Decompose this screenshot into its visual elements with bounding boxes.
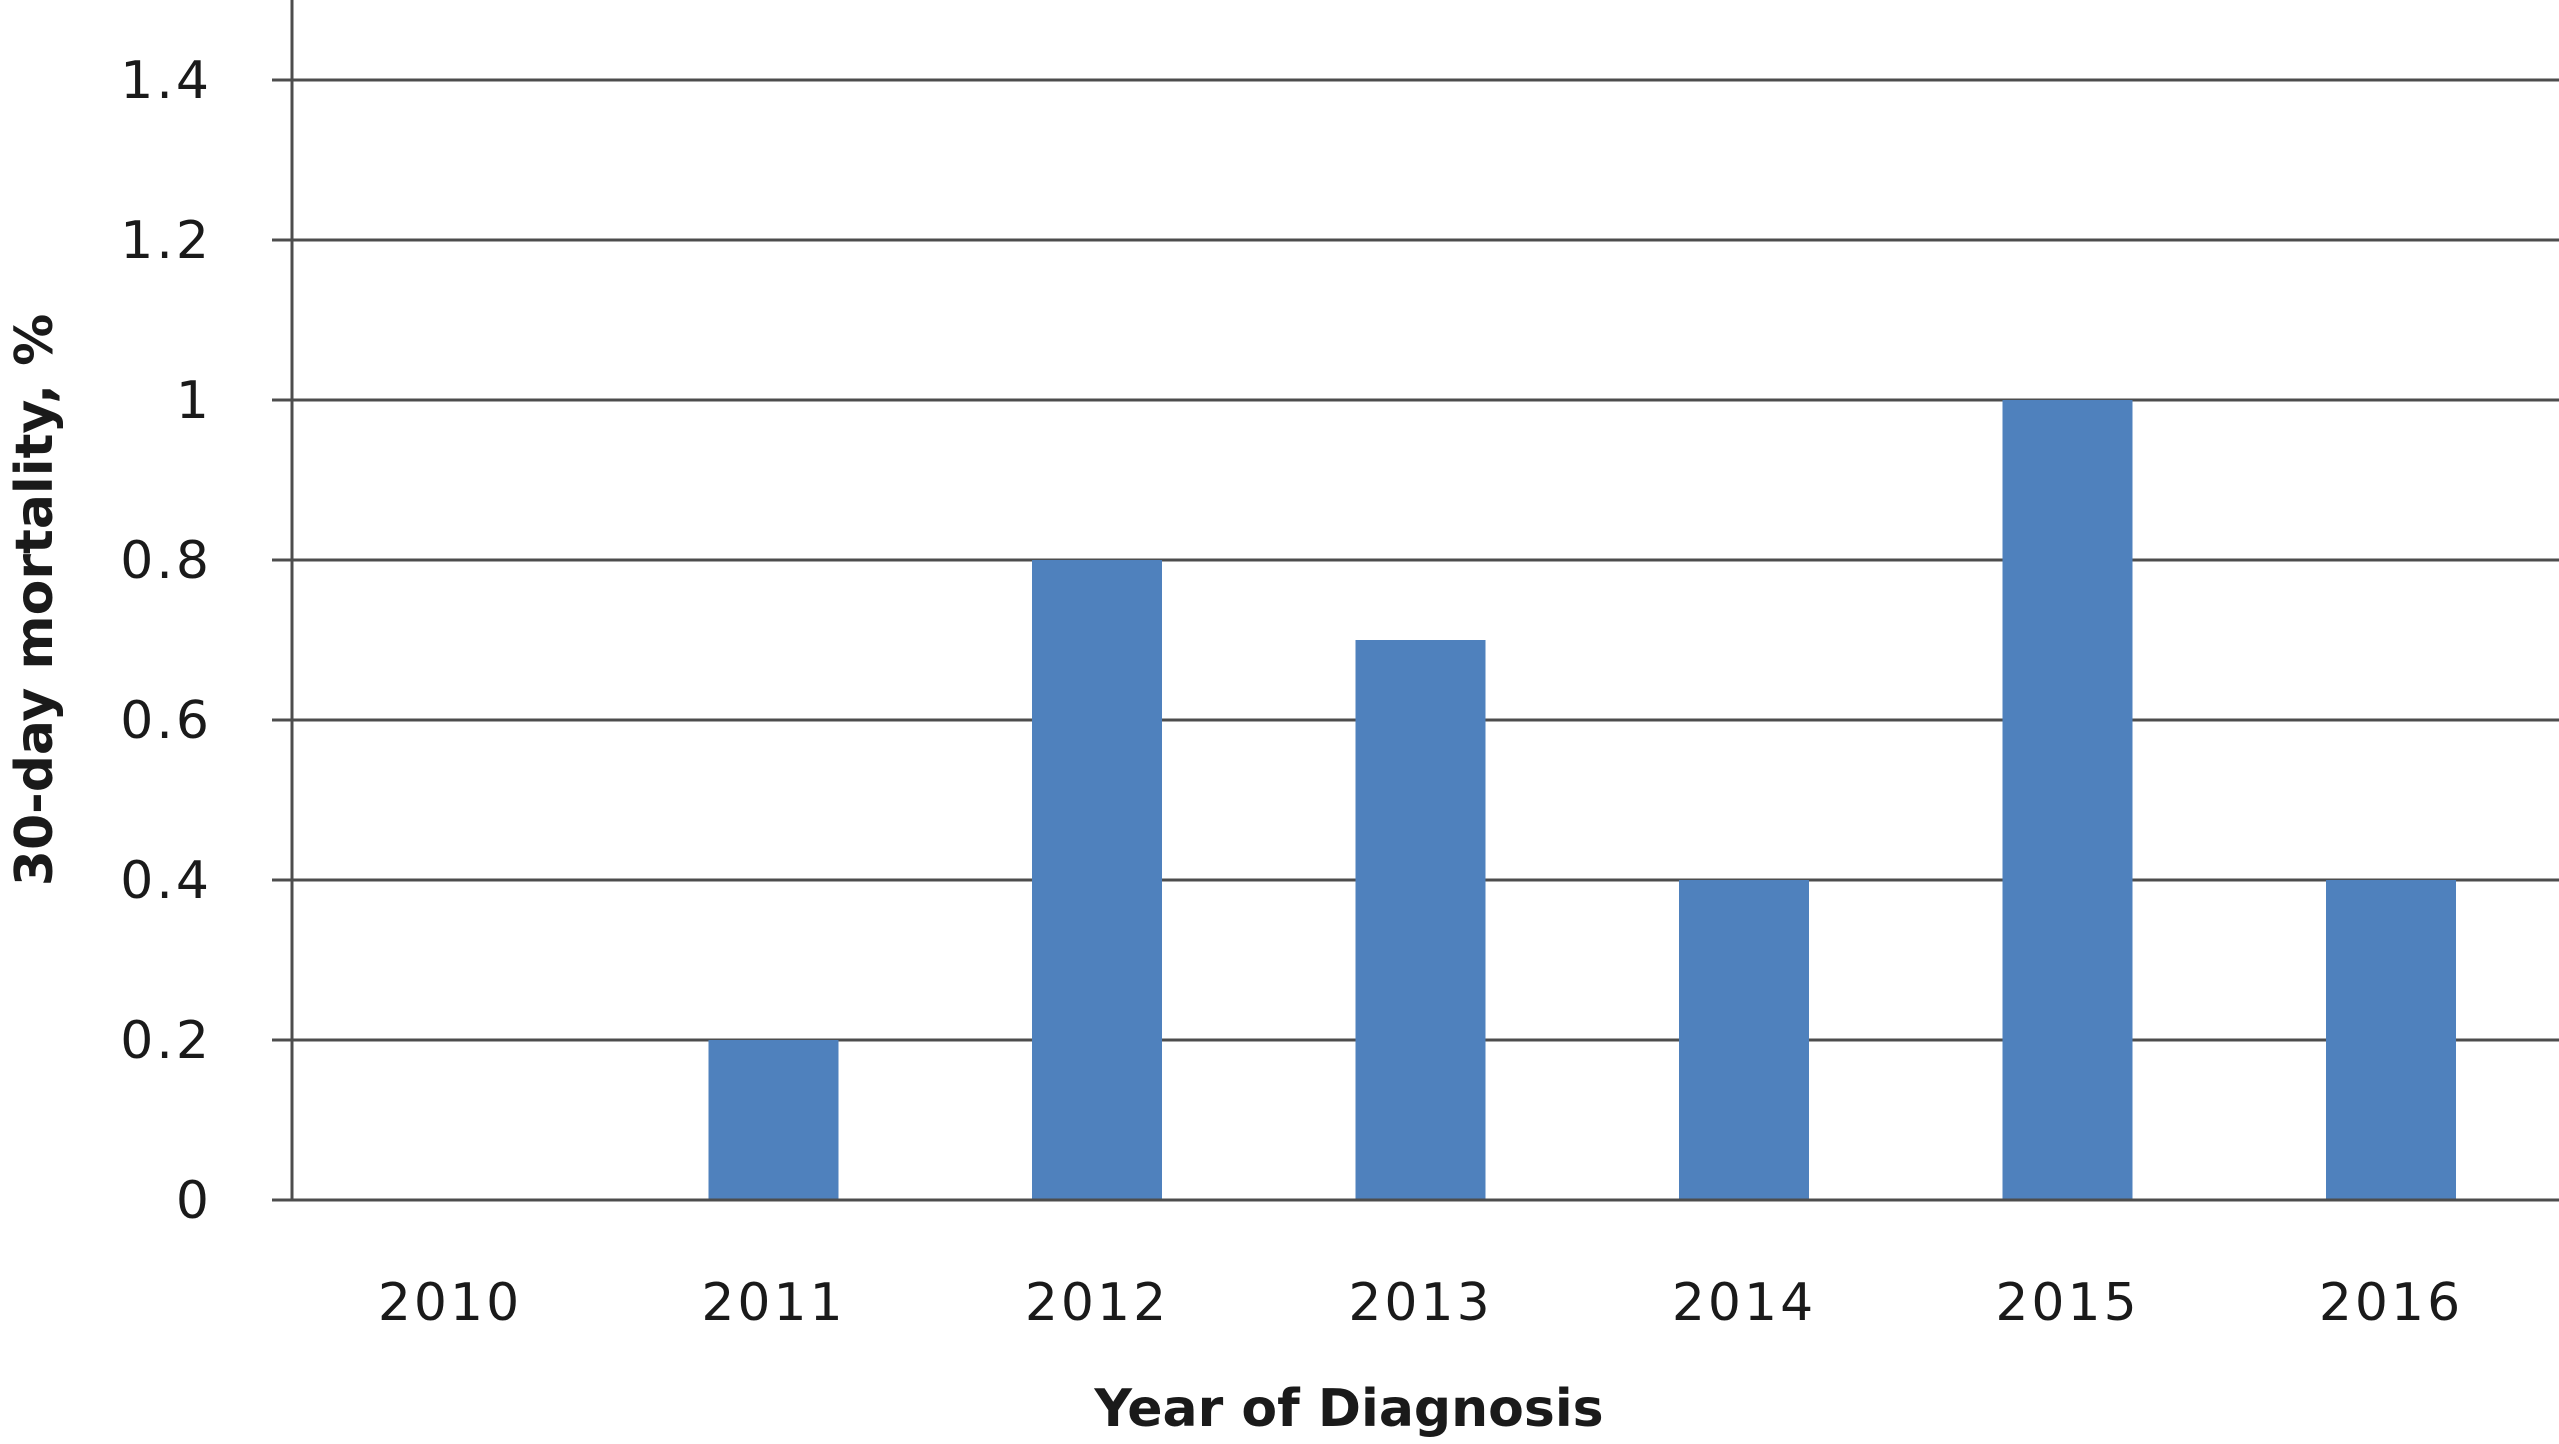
x-tick-label: 2012 xyxy=(1025,1273,1169,1333)
x-axis-title: Year of Diagnosis xyxy=(1093,1379,1603,1439)
y-tick-label: 0.4 xyxy=(120,851,212,911)
x-tick-label: 2013 xyxy=(1348,1273,1492,1333)
y-tick-label: 1.4 xyxy=(120,51,212,111)
bar xyxy=(1679,880,1809,1200)
bars xyxy=(708,400,2456,1200)
y-axis-title: 30-day mortality, % xyxy=(5,314,65,886)
y-tick-label: 1 xyxy=(176,371,212,431)
y-tick-label: 0.6 xyxy=(120,691,212,751)
bar xyxy=(2002,400,2133,1200)
y-tick-labels: 0 0.2 0.4 0.6 0.8 1 1.2 1.4 xyxy=(120,51,212,1231)
y-tick-label: 0.8 xyxy=(120,531,212,591)
x-tick-label: 2010 xyxy=(378,1273,522,1333)
y-tick-label: 0 xyxy=(176,1171,212,1231)
x-tick-label: 2016 xyxy=(2319,1273,2463,1333)
axes xyxy=(272,0,2559,1202)
bar xyxy=(2326,880,2456,1200)
x-tick-label: 2015 xyxy=(1995,1273,2139,1333)
bar xyxy=(708,1040,839,1200)
bar xyxy=(1355,640,1486,1200)
y-tick-label: 1.2 xyxy=(120,211,212,271)
bar xyxy=(1032,560,1162,1200)
x-tick-label: 2014 xyxy=(1672,1273,1816,1333)
x-tick-label: 2011 xyxy=(701,1273,845,1333)
y-tick-label: 0.2 xyxy=(120,1011,212,1071)
x-tick-labels: 2010 2011 2012 2013 2014 2015 2016 xyxy=(378,1273,2463,1333)
